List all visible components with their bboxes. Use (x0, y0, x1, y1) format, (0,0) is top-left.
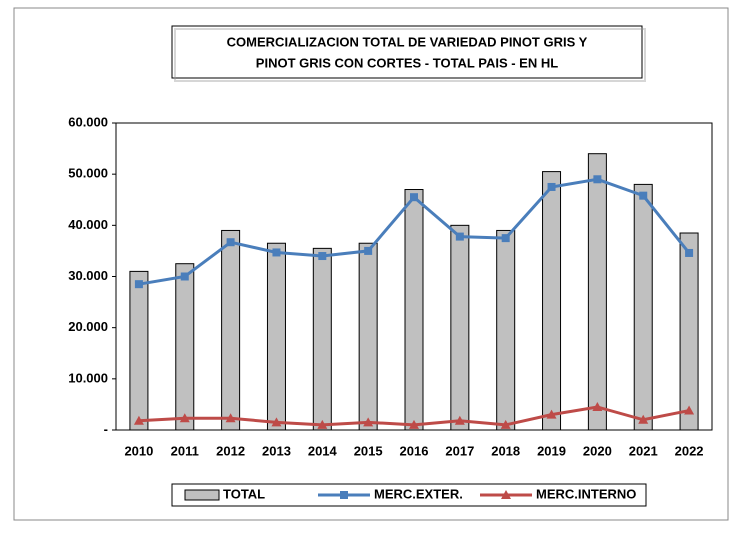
point (180, 272, 189, 281)
point (685, 248, 694, 257)
point (272, 248, 281, 257)
point (410, 193, 418, 202)
y-tick-label: 20.000 (68, 319, 108, 334)
point (363, 417, 374, 427)
legend-label: MERC.INTERNO (536, 486, 636, 501)
bar (358, 242, 378, 431)
x-tick-label: 2015 (354, 443, 383, 458)
y-tick-label: 50.000 (68, 166, 108, 181)
bar (542, 171, 562, 431)
point (409, 419, 419, 429)
point (271, 417, 282, 427)
y-tick-label: 30.000 (68, 268, 108, 283)
legend-label: MERC.EXTER. (374, 486, 463, 501)
point (546, 409, 557, 419)
point (592, 401, 603, 411)
point (593, 175, 602, 184)
x-tick-label: 2014 (308, 443, 338, 458)
bar (450, 224, 470, 431)
legend-marker (340, 491, 348, 499)
y-tick-label: 60.000 (68, 114, 108, 129)
bar (404, 189, 424, 431)
legend-marker (501, 490, 511, 499)
legend-swatch (184, 489, 220, 501)
x-tick-label: 2011 (171, 443, 199, 458)
bar (221, 229, 241, 431)
bar (633, 183, 653, 431)
x-tick-label: 2012 (216, 443, 245, 458)
point (547, 182, 556, 191)
y-tick-label: 40.000 (68, 217, 108, 232)
point (317, 419, 328, 429)
y-tick-label: - (104, 421, 108, 436)
point (134, 280, 143, 289)
bar (496, 229, 516, 431)
bar (587, 153, 607, 431)
point (684, 405, 695, 415)
x-tick-label: 2022 (675, 443, 704, 458)
title-shadow (174, 28, 646, 82)
point (179, 413, 190, 423)
point (318, 252, 327, 261)
x-tick-label: 2020 (583, 443, 612, 458)
chart-title: COMERCIALIZACION TOTAL DE VARIEDAD PINOT… (227, 34, 588, 49)
bar (175, 263, 195, 431)
y-tick-label: 10.000 (68, 370, 108, 385)
point (364, 246, 373, 255)
point (454, 415, 465, 425)
bar (266, 242, 286, 431)
point (501, 234, 510, 243)
point (639, 191, 648, 200)
x-tick-label: 2019 (537, 443, 566, 458)
point (638, 414, 649, 424)
x-tick-label: 2021 (629, 443, 658, 458)
x-tick-label: 2016 (400, 443, 429, 458)
x-tick-label: 2018 (491, 443, 520, 458)
bar (312, 247, 332, 431)
legend-box (171, 483, 647, 507)
title-box (171, 25, 643, 79)
bar (129, 270, 149, 431)
chart-title: PINOT GRIS CON CORTES - TOTAL PAIS - EN … (256, 55, 558, 70)
x-tick-label: 2010 (124, 443, 153, 458)
point (226, 238, 235, 247)
point (500, 419, 511, 429)
point (225, 413, 236, 423)
x-tick-label: 2017 (445, 443, 474, 458)
bar (679, 232, 699, 431)
point (455, 232, 464, 241)
x-tick-label: 2013 (262, 443, 291, 458)
legend-label: TOTAL (223, 486, 265, 501)
point (133, 415, 144, 425)
